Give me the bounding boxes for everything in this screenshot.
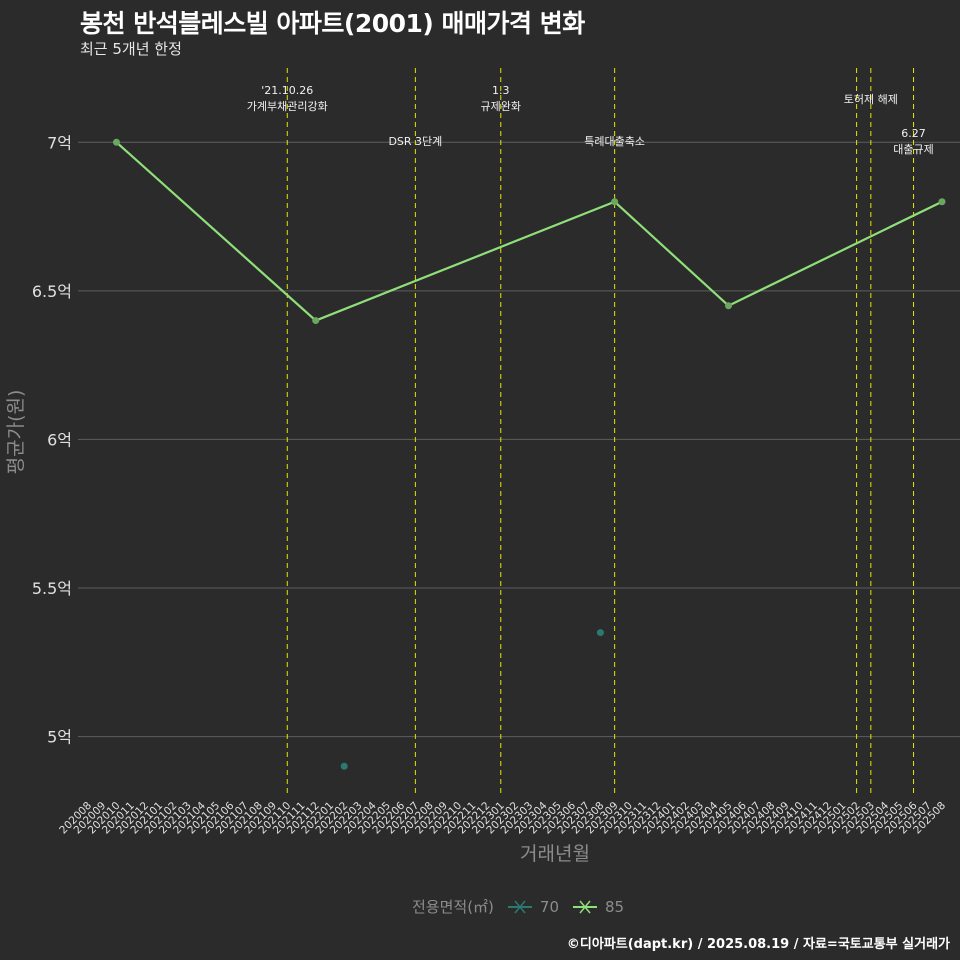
source-caption: ©디아파트(dapt.kr) / 2025.08.19 / 자료=국토교통부 실… <box>566 937 950 952</box>
event-label: 1.3 <box>492 84 510 97</box>
chart-title: 봉천 반석블레스빌 아파트(2001) 매매가격 변화 <box>80 9 585 38</box>
event-label: DSR 3단계 <box>388 135 442 148</box>
data-point-70 <box>596 629 604 637</box>
event-label: 규제완화 <box>481 100 521 113</box>
legend-key-70-icon <box>507 900 532 913</box>
y-tick-label: 6억 <box>47 430 72 449</box>
y-tick-label: 5억 <box>47 728 72 747</box>
legend-item-70[interactable]: 70 <box>506 897 559 917</box>
legend-label-70: 70 <box>539 897 559 916</box>
event-label: 대출규제 <box>893 143 933 156</box>
data-point-85 <box>938 198 946 206</box>
chart-subtitle: 최근 5개년 한정 <box>80 40 182 58</box>
legend-key-85-icon <box>573 900 597 913</box>
data-point-85 <box>611 198 619 206</box>
event-label: 6.27 <box>901 127 926 140</box>
data-point-85 <box>312 317 320 325</box>
data-point-85 <box>725 302 732 310</box>
y-tick-label: 6.5억 <box>32 282 72 301</box>
x-axis-title: 거래년월 <box>520 843 590 865</box>
event-label: 특례대출축소 <box>584 135 645 148</box>
y-tick-label: 7억 <box>47 133 72 152</box>
data-point-70 <box>340 762 348 770</box>
data-point-85 <box>112 138 120 146</box>
legend-item-85[interactable]: 85 <box>571 897 624 917</box>
legend: 전용면적(㎡) 70 85 <box>412 896 624 917</box>
y-tick-label: 5.5억 <box>32 579 72 598</box>
legend-title: 전용면적(㎡) <box>412 898 494 916</box>
legend-label-85: 85 <box>605 897 625 916</box>
event-label: 토허제 해제 <box>844 92 898 106</box>
series-line-85 <box>115 141 943 322</box>
event-label: '21.10.26 <box>261 84 313 97</box>
event-label: 가계부채관리강화 <box>247 100 328 113</box>
y-axis-title: 평균가(원) <box>5 390 27 475</box>
